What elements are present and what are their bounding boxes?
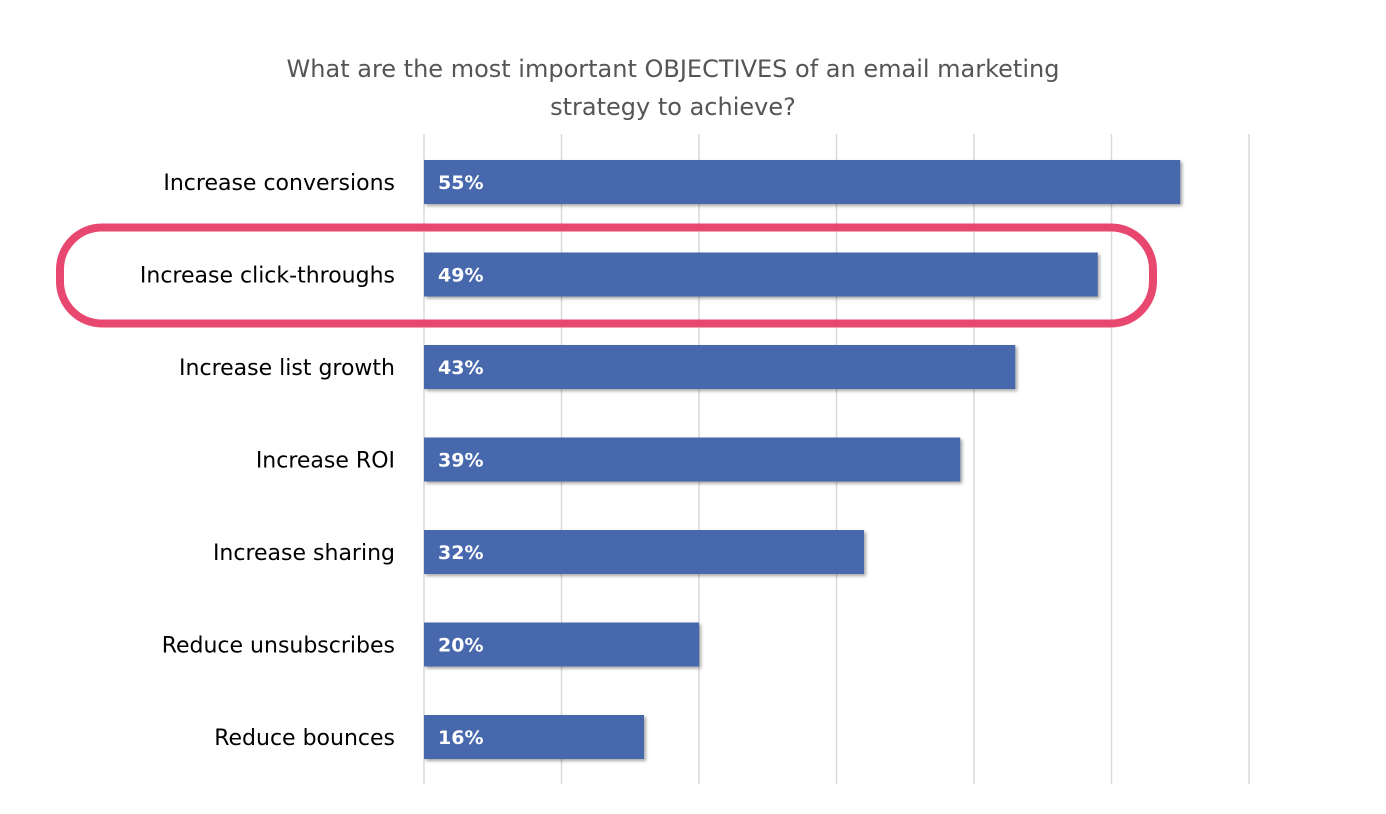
category-label: Reduce bounces: [214, 726, 395, 751]
category-label: Increase click-throughs: [140, 264, 395, 289]
highlight-outline: [56, 223, 1157, 328]
bar: [424, 715, 644, 759]
bar: [424, 252, 1098, 297]
bar: [424, 345, 1016, 389]
bar: [424, 622, 699, 667]
value-label: 20%: [438, 635, 483, 657]
bar: [424, 530, 864, 574]
category-label: Increase sharing: [213, 541, 395, 566]
value-label: 39%: [438, 450, 483, 472]
value-label: 43%: [438, 357, 483, 379]
category-label: Increase list growth: [179, 356, 395, 381]
bar: [424, 437, 961, 482]
category-label: Increase ROI: [256, 449, 395, 474]
value-label: 16%: [438, 727, 483, 749]
chart-title-line-1: What are the most important OBJECTIVES o…: [286, 55, 1060, 83]
value-label: 55%: [438, 172, 483, 194]
chart-title-line-2: strategy to achieve?: [550, 93, 796, 121]
value-label: 49%: [438, 265, 483, 287]
bar: [424, 160, 1181, 204]
value-label: 32%: [438, 542, 483, 564]
chart-title: What are the most important OBJECTIVES o…: [0, 50, 1346, 126]
category-label: Reduce unsubscribes: [162, 634, 395, 659]
category-label: Increase conversions: [163, 171, 395, 196]
